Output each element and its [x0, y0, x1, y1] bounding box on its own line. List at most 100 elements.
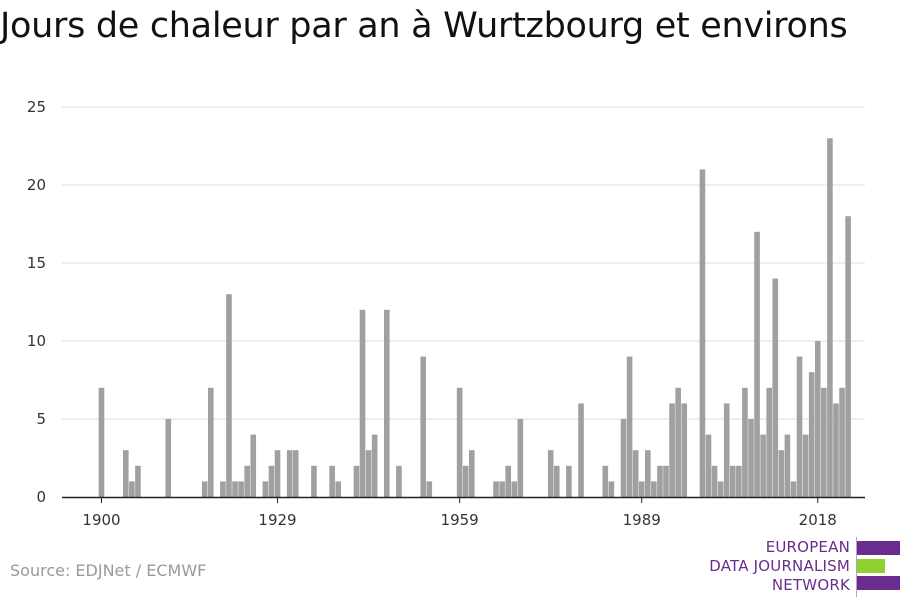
- bar-1977: [566, 465, 572, 497]
- bar-1925: [250, 434, 257, 497]
- bar-1949: [396, 465, 402, 497]
- logo-bar-green: [857, 559, 885, 573]
- bar-2002: [717, 481, 724, 497]
- bar-1960: [462, 465, 469, 497]
- bar-1993: [663, 465, 669, 497]
- bar-1996: [681, 403, 688, 497]
- x-tick-label-2018: 2018: [799, 511, 837, 529]
- logo-divider: [856, 537, 857, 597]
- bar-2019: [821, 387, 827, 497]
- bar-2009: [760, 434, 766, 497]
- bar-2013: [784, 434, 791, 497]
- y-tick-label-10: 10: [27, 332, 46, 350]
- bar-2018: [814, 341, 821, 497]
- bar-2010: [766, 387, 772, 497]
- bar-2014: [790, 481, 797, 497]
- bar-1931: [286, 450, 293, 497]
- bar-1929: [274, 450, 281, 497]
- bar-2006: [742, 387, 748, 497]
- logo-bar-purple-bottom: [857, 576, 900, 590]
- bar-1911: [165, 419, 172, 497]
- bar-1924: [244, 465, 250, 497]
- bar-1928: [268, 465, 275, 497]
- bar-1992: [657, 465, 663, 497]
- y-tick-label-20: 20: [27, 176, 46, 194]
- bar-1923: [238, 481, 244, 497]
- bar-2020: [827, 138, 833, 497]
- bar-1938: [329, 465, 335, 497]
- bar-1961: [468, 450, 475, 497]
- source-note: Source: EDJNet / ECMWF: [10, 561, 207, 580]
- bar-2017: [808, 372, 815, 497]
- bar-1990: [645, 450, 651, 497]
- bar-1921: [226, 294, 232, 497]
- bar-1904: [122, 450, 129, 497]
- bar-2012: [778, 450, 785, 497]
- bar-1988: [632, 450, 639, 497]
- y-tick-label-25: 25: [27, 98, 46, 116]
- gridlines: [62, 106, 865, 420]
- x-tick-label-1959: 1959: [441, 511, 479, 529]
- bar-1922: [232, 481, 238, 497]
- bar-1906: [135, 465, 141, 497]
- bars: [98, 138, 851, 498]
- bar-1987: [626, 356, 633, 497]
- bar-1999: [699, 169, 706, 497]
- logo-bar-purple-top: [857, 541, 900, 555]
- bar-1942: [353, 465, 360, 497]
- x-tick-label-1989: 1989: [623, 511, 661, 529]
- bar-1953: [420, 356, 427, 497]
- bar-1984: [608, 481, 615, 497]
- bar-2015: [796, 356, 803, 497]
- bar-1935: [311, 465, 317, 497]
- bar-1974: [547, 450, 554, 497]
- bar-1944: [365, 450, 372, 497]
- bar-2007: [748, 419, 754, 497]
- bar-1989: [638, 481, 645, 497]
- bar-2011: [772, 278, 779, 497]
- x-tick-label-1929: 1929: [258, 511, 296, 529]
- bar-1959: [456, 387, 463, 497]
- logo-line-1: EUROPEAN: [765, 538, 850, 556]
- bar-1905: [129, 481, 135, 497]
- bar-1900: [98, 387, 105, 497]
- bar-1979: [578, 403, 584, 497]
- bar-2003: [723, 403, 730, 497]
- bar-1939: [335, 481, 342, 497]
- bar-2004: [729, 465, 736, 497]
- bar-1994: [669, 403, 675, 497]
- bar-2023: [845, 216, 851, 497]
- x-tick-label-1900: 1900: [82, 511, 120, 529]
- bar-2008: [754, 231, 760, 498]
- bar-1932: [292, 450, 299, 497]
- axes: 0 5 10 15 20 25 1900 1929 1959 1989 2018: [27, 98, 865, 529]
- bar-1969: [517, 419, 524, 497]
- bar-1965: [493, 481, 499, 497]
- logo-line-2: DATA JOURNALISM: [709, 557, 850, 575]
- bar-1986: [620, 419, 627, 497]
- bar-1975: [553, 465, 560, 497]
- bar-1954: [426, 481, 433, 497]
- bar-1943: [359, 309, 366, 497]
- bar-1945: [371, 434, 378, 497]
- bar-1995: [675, 387, 681, 497]
- bar-2000: [705, 434, 712, 497]
- bar-1918: [207, 387, 214, 497]
- logo-line-3: NETWORK: [771, 576, 850, 594]
- chart-title: Jours de chaleur par an à Wurtzbourg et …: [0, 6, 848, 46]
- bar-1917: [201, 481, 208, 497]
- y-tick-label-15: 15: [27, 254, 46, 272]
- bar-1967: [505, 465, 511, 497]
- bar-1966: [499, 481, 505, 497]
- bar-2001: [711, 465, 718, 497]
- y-tick-label-0: 0: [36, 488, 46, 506]
- bar-1983: [602, 465, 609, 497]
- bar-1927: [262, 481, 269, 497]
- bar-2021: [833, 403, 839, 497]
- bar-2022: [839, 387, 845, 497]
- bar-1947: [383, 309, 390, 497]
- y-tick-label-5: 5: [36, 410, 46, 428]
- edjnet-logo[interactable]: EUROPEAN DATA JOURNALISM NETWORK: [700, 537, 900, 597]
- bar-2005: [736, 465, 742, 497]
